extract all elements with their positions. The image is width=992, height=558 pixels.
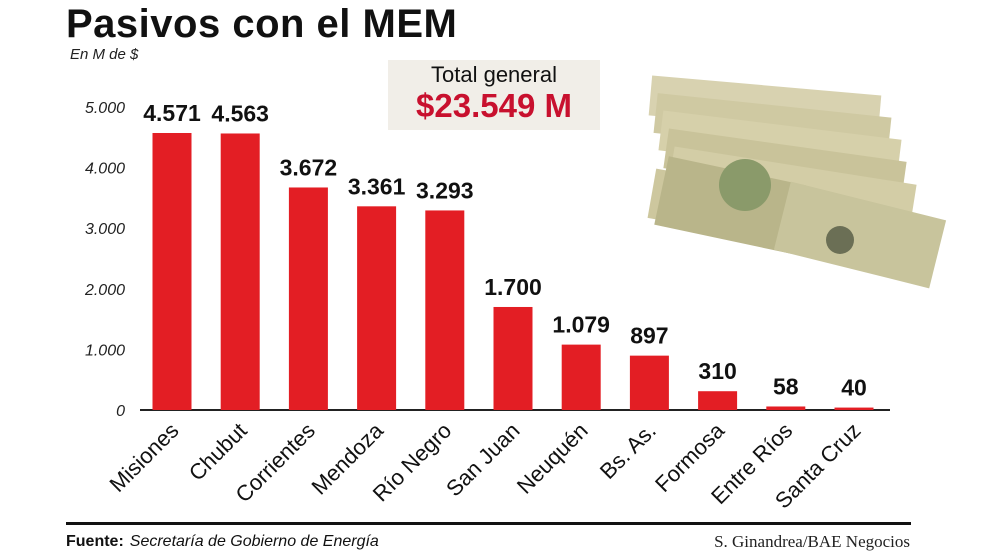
bar-value-label: 4.571 bbox=[143, 100, 201, 126]
source-label: Fuente: bbox=[66, 533, 124, 550]
bar-value-label: 3.293 bbox=[416, 177, 474, 203]
x-tick-label: Bs. As. bbox=[595, 418, 661, 484]
y-axis-unit: En M de $ bbox=[70, 46, 139, 63]
money-image bbox=[647, 75, 947, 289]
y-tick-label: 2.000 bbox=[84, 282, 125, 299]
bar-value-label: 310 bbox=[698, 358, 736, 384]
credit: S. Ginandrea/BAE Negocios bbox=[714, 532, 910, 551]
bar bbox=[629, 355, 669, 410]
bar-value-label: 40 bbox=[841, 375, 867, 401]
bar bbox=[220, 133, 260, 411]
y-tick-label: 5.000 bbox=[85, 100, 125, 117]
bar-value-label: 3.672 bbox=[280, 154, 338, 180]
bar-value-label: 3.361 bbox=[348, 173, 406, 199]
bar bbox=[357, 206, 397, 410]
chart-title: Pasivos con el MEM bbox=[66, 2, 458, 46]
bar bbox=[766, 406, 806, 410]
y-tick-label: 4.000 bbox=[85, 161, 125, 178]
y-tick-label: 3.000 bbox=[85, 221, 125, 238]
bar-value-label: 1.700 bbox=[484, 274, 542, 300]
total-label: Total general bbox=[431, 62, 557, 87]
bar bbox=[834, 407, 874, 410]
bar-value-label: 897 bbox=[630, 323, 668, 349]
source-text: Secretaría de Gobierno de Energía bbox=[129, 533, 379, 550]
bar bbox=[493, 306, 533, 410]
bar-value-label: 4.563 bbox=[211, 100, 269, 126]
source: Fuente: Secretaría de Gobierno de Energía bbox=[66, 533, 379, 551]
total-value: $23.549 M bbox=[416, 87, 572, 124]
bar bbox=[561, 344, 601, 410]
x-tick-label: Neuquén bbox=[512, 418, 593, 499]
footer-rule bbox=[66, 522, 911, 525]
bar bbox=[288, 187, 328, 410]
x-tick-label: Chubut bbox=[184, 418, 252, 486]
y-tick-label: 1.000 bbox=[85, 342, 125, 359]
y-tick-label: 0 bbox=[116, 403, 125, 420]
bar-value-label: 58 bbox=[773, 373, 799, 399]
bar bbox=[425, 210, 465, 410]
bar bbox=[698, 391, 738, 410]
bar-value-label: 1.079 bbox=[552, 312, 610, 338]
x-tick-label: Misiones bbox=[104, 418, 183, 497]
total-box: Total general $23.549 M bbox=[388, 60, 600, 130]
x-tick-label: San Juan bbox=[441, 418, 524, 501]
bar bbox=[152, 132, 192, 410]
